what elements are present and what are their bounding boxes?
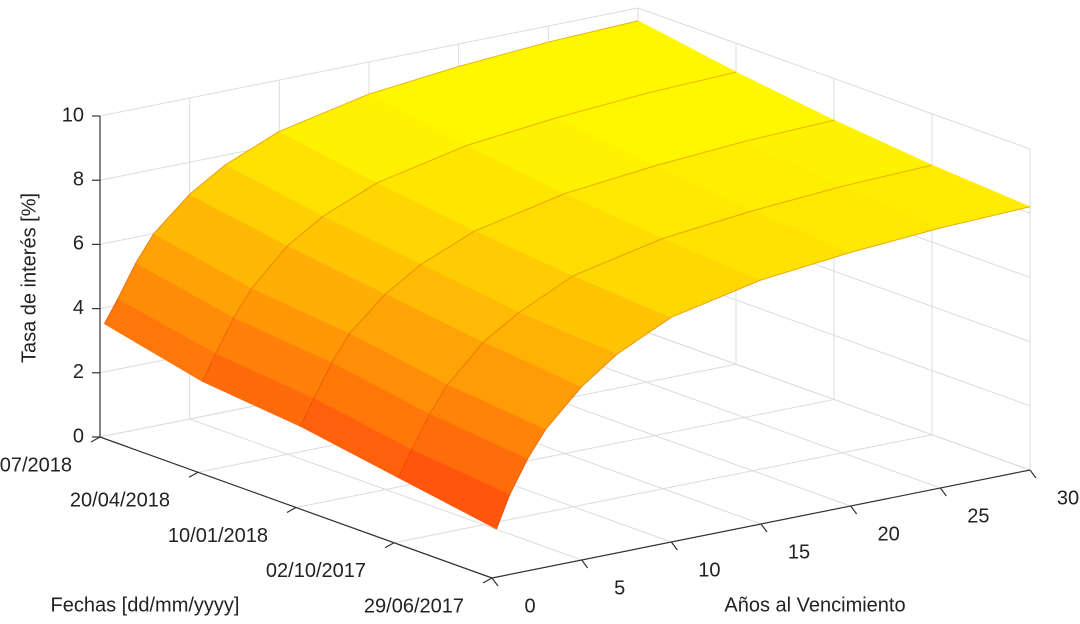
z-tick-label: 10	[62, 104, 84, 126]
y-tick-label: 10/01/2018	[168, 525, 268, 547]
y-tick-label: 20/04/2018	[70, 490, 170, 512]
y-tick-label: 02/10/2017	[266, 560, 366, 582]
y-tick-label: 31/07/2018	[0, 454, 72, 476]
x-tick-label: 25	[967, 505, 989, 527]
x-tick	[940, 488, 946, 496]
y-axis-label: Fechas [dd/mm/yyyy]	[51, 594, 240, 616]
axis-line	[492, 470, 1030, 578]
x-tick	[761, 524, 767, 532]
x-tick-label: 5	[614, 577, 625, 599]
x-tick	[671, 542, 677, 550]
y-tick	[189, 472, 198, 477]
y-tick-label: 29/06/2017	[364, 595, 464, 617]
chart: Tasa de interés [%] Fechas [dd/mm/yyyy] …	[0, 0, 1080, 619]
z-tick-label: 4	[73, 297, 84, 319]
y-tick	[287, 508, 296, 513]
x-axis-label: Años al Vencimiento	[724, 594, 905, 616]
x-tick-label: 0	[524, 595, 535, 617]
y-tick	[483, 578, 492, 583]
x-tick-label: 15	[788, 541, 810, 563]
z-tick-label: 8	[73, 168, 84, 190]
x-tick	[492, 578, 498, 586]
x-tick-label: 10	[698, 559, 720, 581]
x-tick-label: 30	[1057, 487, 1079, 509]
z-tick-label: 0	[73, 425, 84, 447]
z-tick-label: 2	[73, 361, 84, 383]
z-tick-label: 6	[73, 233, 84, 255]
x-tick	[851, 506, 857, 514]
x-tick	[582, 560, 588, 568]
x-tick	[1030, 470, 1036, 478]
y-tick	[91, 437, 100, 442]
y-tick	[385, 543, 394, 548]
z-axis-label: Tasa de interés [%]	[18, 193, 40, 363]
page: Tasa de interés [%] Fechas [dd/mm/yyyy] …	[0, 0, 1080, 624]
x-tick-label: 20	[878, 523, 900, 545]
